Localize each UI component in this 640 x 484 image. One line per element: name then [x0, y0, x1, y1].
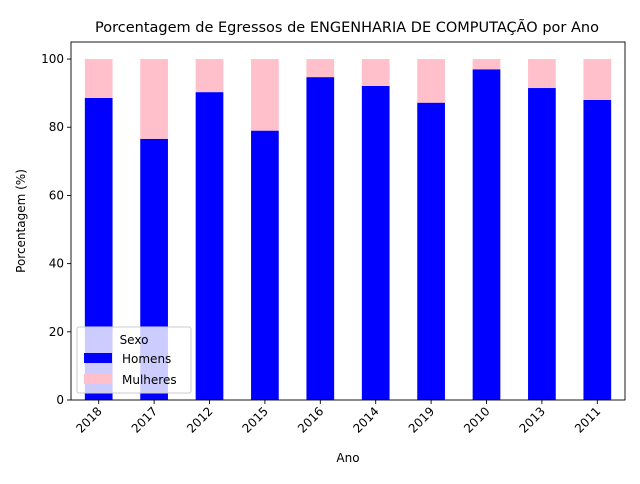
x-axis: 2018 2017 2012 2015 2016 2014 2019 2010 2013 2011 [73, 400, 603, 436]
bar-2015-mulheres [251, 59, 279, 131]
legend-swatch-homens [84, 353, 112, 363]
x-axis-label: Ano [336, 451, 359, 465]
x-tick-label: 2017 [129, 404, 160, 435]
legend-label-mulheres: Mulheres [122, 373, 177, 387]
x-tick-label: 2013 [517, 404, 548, 435]
bar-2013-mulheres [528, 59, 556, 89]
y-axis: 0 20 40 60 80 100 [41, 52, 71, 407]
legend-entries: Homens Mulheres [84, 352, 177, 387]
x-tick-label: 2018 [73, 404, 104, 435]
bar-2015-homens [251, 130, 279, 400]
x-tick-label: 2016 [295, 404, 326, 435]
x-tick-label: 2019 [406, 404, 437, 435]
y-tick-label: 0 [56, 393, 64, 407]
legend-title: Sexo [120, 333, 149, 347]
legend-swatch-mulheres [84, 374, 112, 384]
x-tick-label: 2015 [240, 404, 271, 435]
y-tick-label: 80 [49, 120, 64, 134]
x-tick-label: 2010 [461, 404, 492, 435]
bar-2019-homens [417, 102, 445, 400]
bar-2011-homens [583, 99, 612, 401]
chart-title: Porcentagem de Egressos de ENGENHARIA DE… [95, 19, 599, 36]
x-tick-label: 2011 [572, 404, 603, 435]
bar-2019-mulheres [417, 59, 445, 103]
bar-2016-homens [306, 77, 335, 401]
bar-2014-mulheres [361, 59, 390, 86]
legend-label-homens: Homens [122, 352, 171, 366]
y-tick-label: 100 [41, 52, 64, 66]
y-tick-label: 60 [49, 188, 64, 202]
plot-frame [70, 41, 626, 401]
bar-2017-mulheres [140, 59, 168, 139]
bar-2012-homens [195, 92, 224, 401]
legend: Sexo Homens Mulheres [76, 326, 192, 394]
bar-2011-mulheres [583, 59, 612, 100]
bar-2012-mulheres [195, 59, 224, 93]
x-tick-label: 2014 [350, 404, 381, 435]
y-tick-label: 40 [49, 257, 64, 271]
bar-2010-homens [472, 69, 501, 400]
bars-layer [84, 59, 612, 401]
bar-2014-homens [361, 85, 390, 400]
bar-2018-mulheres [84, 59, 113, 98]
y-tick-label: 20 [49, 325, 64, 339]
bar-2013-homens [528, 88, 556, 400]
bar-2010-mulheres [472, 59, 501, 70]
bar-2016-mulheres [306, 59, 335, 78]
y-axis-label: Porcentagem (%) [14, 169, 28, 273]
x-tick-label: 2012 [184, 404, 215, 435]
